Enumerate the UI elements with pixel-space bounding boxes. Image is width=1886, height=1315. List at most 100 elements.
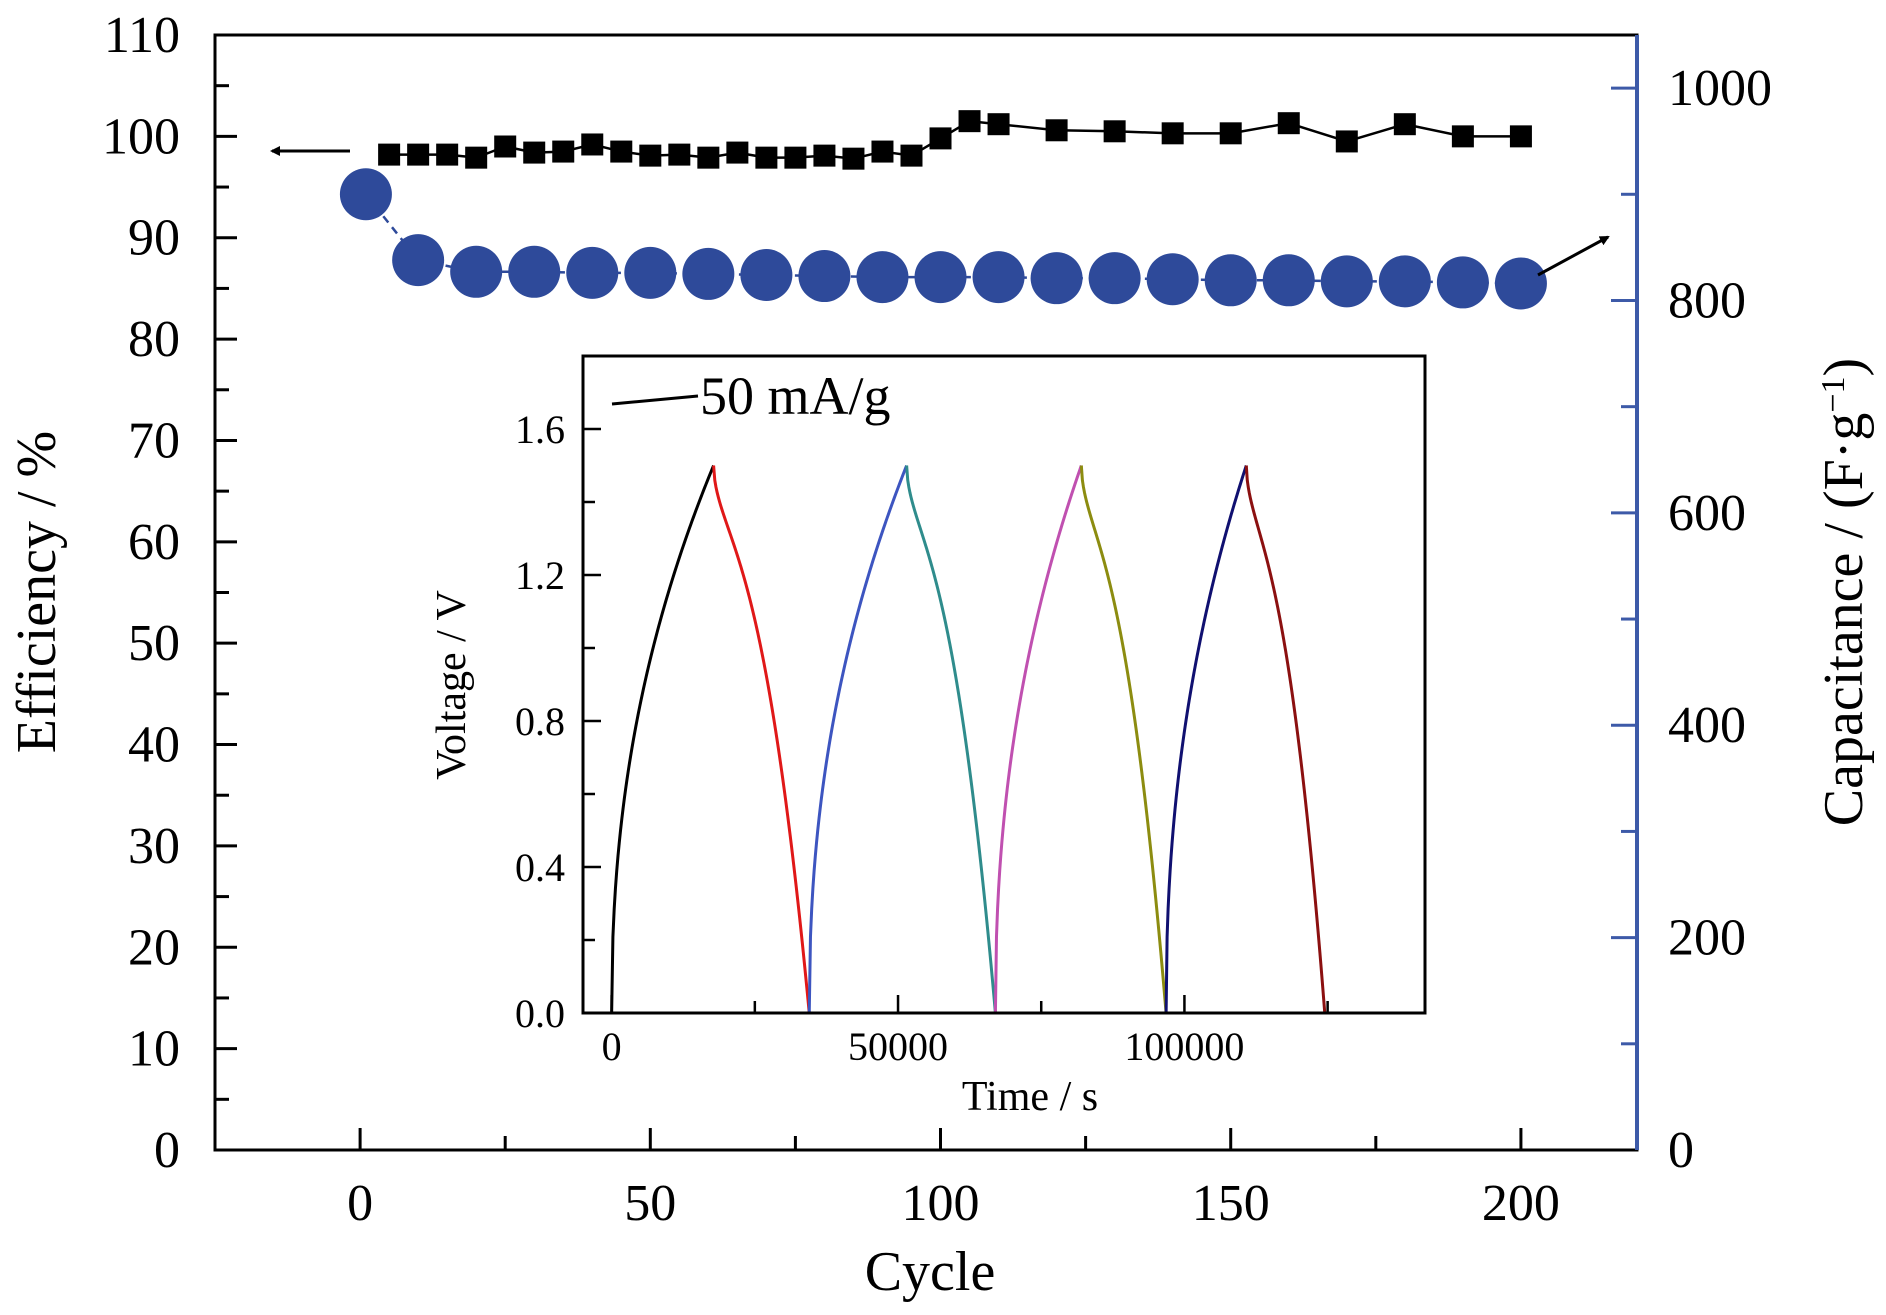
capacitance-point <box>914 251 967 304</box>
y-left-tick-label: 70 <box>128 412 180 469</box>
y-right-axis-title: Capacitance / (F·g−1) <box>1813 358 1875 826</box>
y-right-axis-title-close: ) <box>1813 358 1875 377</box>
efficiency-point <box>1045 119 1068 142</box>
main-ticks <box>215 84 1637 1150</box>
capacitance-point <box>339 168 392 221</box>
inset-curve-discharge <box>712 465 811 1014</box>
inset-tick-labels: 0 50000 100000 0.0 0.4 0.8 1.2 1.6 <box>515 407 1244 1069</box>
inset-x-tick-label: 0 <box>602 1024 622 1069</box>
y-right-tick-label: 400 <box>1668 697 1746 754</box>
y-left-tick-label: 80 <box>128 311 180 368</box>
capacitance-point <box>1204 254 1257 307</box>
efficiency-point <box>465 146 488 169</box>
x-tick-label: 0 <box>347 1175 373 1232</box>
y-left-tick-label: 60 <box>128 514 180 571</box>
inset-x-tick-label: 50000 <box>848 1024 948 1069</box>
capacitance-point <box>1262 254 1315 307</box>
efficiency-point <box>1219 122 1242 145</box>
capacitance-point <box>740 248 793 301</box>
x-axis-title: Cycle <box>865 1241 996 1303</box>
efficiency-point <box>784 146 807 169</box>
capacitance-point <box>972 251 1025 304</box>
efficiency-point <box>436 143 459 166</box>
inset-y-axis-title: Voltage / V <box>429 590 475 780</box>
y-left-tick-label: 90 <box>128 210 180 267</box>
inset-curve-charge <box>993 465 1083 1014</box>
efficiency-point <box>755 146 778 169</box>
capacitance-point <box>856 251 909 304</box>
y-right-tick-label: 0 <box>1668 1122 1694 1179</box>
inset-ticks <box>583 427 1329 1013</box>
efficiency-point <box>1161 122 1184 145</box>
capacitance-axis-arrow <box>1537 235 1610 277</box>
inset-legend-label: 50 mA/g <box>700 366 891 426</box>
inset-y-tick-label: 1.2 <box>515 553 565 598</box>
inset-curve-discharge <box>1079 465 1168 1014</box>
y-right-tick-label: 1000 <box>1668 60 1772 117</box>
inset-y-tick-label: 0.8 <box>515 699 565 744</box>
capacitance-point <box>624 246 677 299</box>
efficiency-point <box>407 143 430 166</box>
y-left-tick-label: 10 <box>128 1021 180 1078</box>
main-tick-labels: 0 50 100 150 200 0 10 20 30 40 50 60 70 80 90 100 110 0 20… <box>102 7 1772 1232</box>
capacitance-point <box>508 245 561 298</box>
inset-y-tick-label: 0.0 <box>515 991 565 1036</box>
efficiency-point <box>958 110 981 133</box>
y-right-tick-label: 800 <box>1668 272 1746 329</box>
efficiency-point <box>1335 130 1358 153</box>
efficiency-point <box>1277 112 1300 135</box>
y-left-axis-title: Efficiency / % <box>6 431 68 753</box>
efficiency-point <box>639 144 662 167</box>
capacitance-point <box>1030 252 1083 305</box>
capacitance-point <box>1436 256 1489 309</box>
efficiency-point <box>871 140 894 163</box>
inset-curve-charge <box>1164 465 1248 1014</box>
capacitance-point <box>1320 255 1373 308</box>
efficiency-point <box>668 143 691 166</box>
efficiency-point <box>1393 113 1416 136</box>
inset-curve-charge <box>610 464 715 1014</box>
y-left-tick-label: 40 <box>128 717 180 774</box>
y-left-tick-label: 50 <box>128 615 180 672</box>
y-left-tick-label: 0 <box>154 1122 180 1179</box>
capacitance-point <box>1088 252 1141 305</box>
capacitance-point <box>798 250 851 303</box>
efficiency-point <box>523 141 546 164</box>
y-right-axis-title-sup: −1 <box>1815 376 1852 412</box>
inset-y-tick-label: 0.4 <box>515 845 565 890</box>
efficiency-point <box>697 146 720 169</box>
inset-curve-discharge <box>905 465 997 1014</box>
capacitance-point <box>1378 255 1431 308</box>
efficiency-point <box>552 140 575 163</box>
x-tick-label: 150 <box>1192 1175 1270 1232</box>
inset-legend-line <box>611 394 699 406</box>
efficiency-point <box>813 144 836 167</box>
y-left-tick-label: 110 <box>104 7 180 64</box>
inset-y-tick-label: 1.6 <box>515 407 565 452</box>
x-tick-label: 50 <box>624 1175 676 1232</box>
efficiency-point <box>987 113 1010 136</box>
efficiency-point <box>494 135 517 158</box>
inset-x-tick-label: 100000 <box>1124 1024 1244 1069</box>
y-left-tick-label: 30 <box>128 818 180 875</box>
inset-background <box>583 356 1425 1013</box>
capacitance-series <box>339 168 1547 310</box>
efficiency-point <box>1103 120 1126 143</box>
efficiency-point <box>1451 125 1474 148</box>
efficiency-point <box>842 147 865 170</box>
y-right-tick-label: 600 <box>1668 485 1746 542</box>
inset-x-axis-title: Time / s <box>962 1074 1098 1120</box>
y-right-axis-title-base: Capacitance / (F·g <box>1813 413 1875 827</box>
y-left-tick-label: 100 <box>102 108 180 165</box>
capacitance-point <box>682 247 735 300</box>
inset-curve-discharge <box>1244 465 1327 1014</box>
efficiency-point <box>610 140 633 163</box>
capacitance-point <box>1146 253 1199 306</box>
efficiency-series <box>378 110 1532 170</box>
y-right-tick-label: 200 <box>1668 910 1746 967</box>
capacitance-point <box>450 245 503 298</box>
efficiency-point <box>929 127 952 150</box>
capacitance-point <box>566 246 619 299</box>
efficiency-point <box>378 143 401 166</box>
